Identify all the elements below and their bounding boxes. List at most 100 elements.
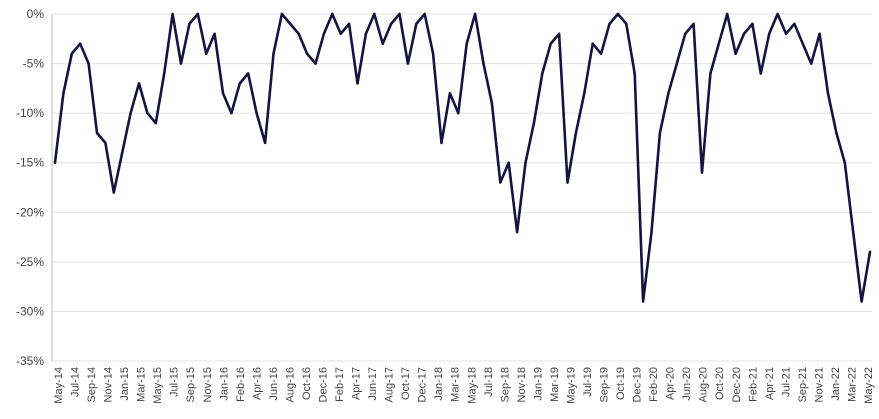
y-tick-label: -5% <box>23 57 45 71</box>
data-point <box>860 300 863 303</box>
x-tick-label: Feb-21 <box>747 367 759 402</box>
data-point <box>616 12 620 16</box>
data-point <box>507 161 510 164</box>
data-point <box>599 52 603 55</box>
data-point <box>751 22 754 26</box>
data-point <box>852 230 855 234</box>
x-tick-label: May-15 <box>152 367 164 404</box>
data-point <box>700 171 704 174</box>
x-tick-label: May-18 <box>466 367 478 404</box>
y-tick-label: -10% <box>16 106 44 120</box>
data-point <box>608 22 611 26</box>
x-tick-label: Jul-14 <box>70 367 82 397</box>
x-tick-label: Sep-14 <box>86 367 98 402</box>
data-point <box>154 121 157 125</box>
data-point <box>415 22 418 26</box>
x-tick-label: Oct-17 <box>400 367 412 400</box>
data-point <box>465 42 468 45</box>
data-point <box>79 42 82 45</box>
x-tick-label: Mar-22 <box>846 367 858 402</box>
x-tick-label: Jan-22 <box>830 367 842 401</box>
data-point <box>726 12 729 16</box>
gridlines <box>51 13 872 362</box>
data-point <box>742 32 746 35</box>
data-point <box>490 102 494 105</box>
data-point <box>482 62 485 65</box>
x-axis-ticks: May-14 Jul-14 Sep-14 Nov-14 Jan-15 Mar-15 May-… <box>53 367 875 404</box>
series-layer <box>53 12 872 303</box>
data-point <box>297 32 300 35</box>
x-tick-label: Apr-21 <box>764 367 776 400</box>
data-point <box>776 12 779 16</box>
data-point <box>692 22 695 26</box>
data-point <box>625 22 628 26</box>
x-tick-label: Jan-15 <box>119 367 131 401</box>
data-point <box>179 62 183 65</box>
y-tick-label: -25% <box>16 255 44 269</box>
data-point <box>784 32 788 35</box>
data-point <box>717 42 720 45</box>
data-point <box>633 72 636 75</box>
data-point <box>423 12 426 16</box>
data-point <box>314 62 317 65</box>
data-point <box>457 111 460 115</box>
x-tick-label: Dec-20 <box>731 367 743 402</box>
data-point <box>263 141 267 145</box>
x-tick-label: Dec-16 <box>317 367 329 402</box>
x-tick-label: Mar-15 <box>136 367 148 402</box>
x-tick-label: Jul-18 <box>483 367 495 397</box>
data-point <box>473 12 477 16</box>
data-point <box>818 32 821 35</box>
data-point <box>289 22 292 26</box>
x-tick-label: Sep-15 <box>185 367 197 402</box>
data-point <box>574 131 578 135</box>
x-tick-label: Dec-19 <box>632 367 644 402</box>
x-tick-label: Nov-15 <box>202 367 214 402</box>
x-tick-label: May-14 <box>53 367 65 404</box>
x-tick-label: Sep-21 <box>797 367 809 402</box>
x-tick-label: Jul-19 <box>582 367 594 397</box>
data-point <box>137 82 141 85</box>
x-tick-label: Jan-18 <box>433 367 445 401</box>
x-tick-label: Nov-18 <box>516 367 528 402</box>
data-point <box>196 12 199 16</box>
data-point <box>112 191 116 194</box>
data-point <box>406 62 410 65</box>
x-tick-label: Mar-19 <box>549 367 561 402</box>
data-point <box>121 151 124 154</box>
data-point <box>280 12 284 16</box>
x-tick-label: Feb-17 <box>334 367 346 402</box>
y-axis-ticks: 0% -5% -10% -15% -20% -25% -30% -35% <box>16 7 44 368</box>
data-point <box>305 52 309 55</box>
data-point <box>499 181 502 184</box>
data-point <box>566 181 569 184</box>
data-point <box>87 62 90 65</box>
data-point <box>255 111 258 115</box>
data-point <box>448 92 452 95</box>
data-point <box>238 82 241 85</box>
data-point <box>557 32 561 35</box>
data-point <box>398 12 401 16</box>
data-point <box>675 62 678 65</box>
x-tick-label: Aug-17 <box>384 367 396 402</box>
data-point <box>221 92 225 95</box>
data-point <box>541 72 544 75</box>
data-point <box>389 22 393 26</box>
data-point <box>583 92 586 95</box>
data-point <box>759 72 762 75</box>
data-point <box>734 52 737 55</box>
data-point <box>709 72 712 75</box>
y-tick-label: 0% <box>27 7 45 21</box>
data-point <box>129 111 132 115</box>
x-tick-label: Apr-16 <box>251 367 263 400</box>
data-point <box>431 52 435 55</box>
data-point <box>658 131 662 135</box>
data-point <box>171 12 174 16</box>
x-tick-label: Jun-17 <box>367 367 379 401</box>
data-point <box>339 32 342 35</box>
x-tick-label: Jan-19 <box>532 367 544 401</box>
data-point <box>95 131 99 135</box>
x-tick-label: Mar-18 <box>450 367 462 402</box>
x-tick-label: Apr-17 <box>351 367 363 400</box>
